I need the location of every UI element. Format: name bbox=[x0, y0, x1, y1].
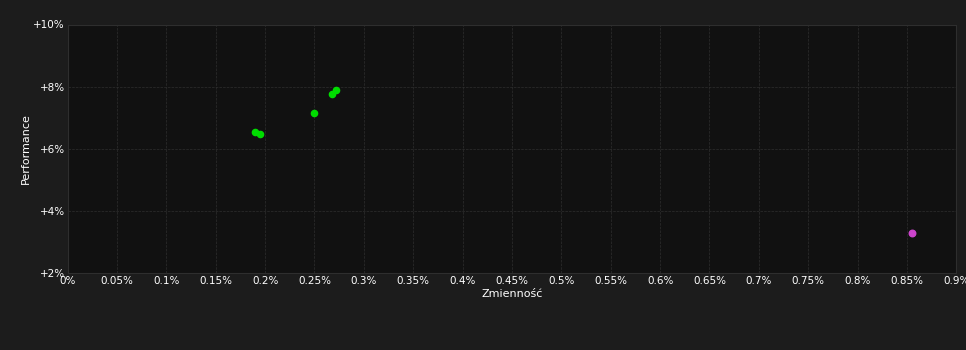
Point bbox=[247, 129, 263, 134]
Point bbox=[328, 87, 344, 92]
Y-axis label: Performance: Performance bbox=[20, 113, 31, 184]
Point bbox=[307, 110, 323, 116]
Point bbox=[325, 92, 340, 97]
Point bbox=[904, 230, 920, 236]
X-axis label: Zmienność: Zmienność bbox=[481, 288, 543, 299]
Point bbox=[252, 131, 268, 136]
